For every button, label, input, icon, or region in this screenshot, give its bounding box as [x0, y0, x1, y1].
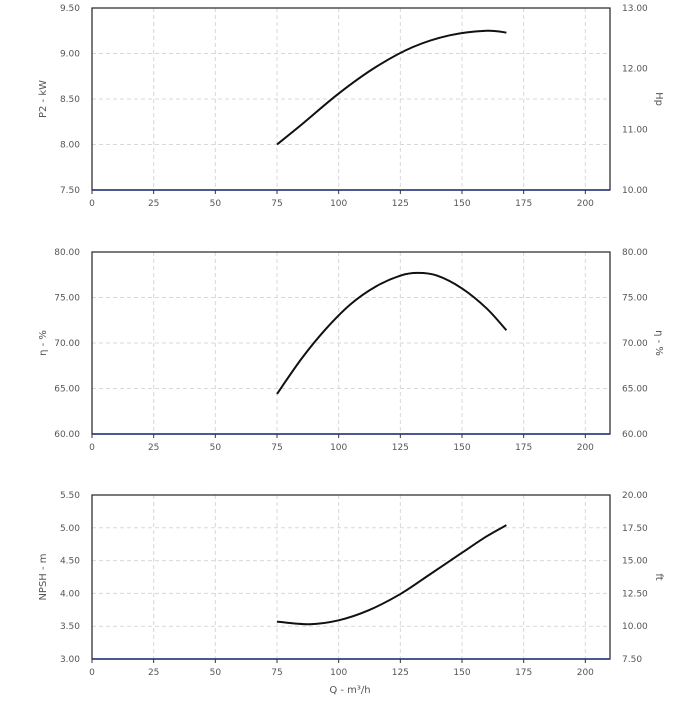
- x-tick-label: 75: [271, 443, 282, 453]
- x-tick-label: 25: [148, 199, 159, 209]
- x-tick-label: 100: [330, 443, 347, 453]
- x-tick-label: 125: [392, 668, 409, 678]
- y-tick-label: 8.50: [60, 95, 80, 105]
- y-tick-label: 65.00: [54, 385, 80, 395]
- y2-tick-label: 13.00: [622, 4, 648, 14]
- y-tick-label: 9.00: [60, 50, 80, 60]
- y-tick-label: 80.00: [54, 248, 80, 258]
- performance-curve: [276, 524, 507, 626]
- y2-axis-title: Hp: [653, 92, 664, 106]
- x-tick-label: 175: [515, 199, 532, 209]
- performance-curve: [276, 29, 507, 146]
- x-tick-label: 150: [453, 668, 470, 678]
- y-tick-label: 5.00: [60, 524, 80, 534]
- y2-tick-label: 70.00: [622, 339, 648, 349]
- y2-tick-label: 75.00: [622, 294, 648, 304]
- x-tick-label: 50: [210, 668, 222, 678]
- y2-tick-label: 11.00: [622, 125, 648, 135]
- x-tick-label: 50: [210, 443, 222, 453]
- x-tick-label: 75: [271, 668, 282, 678]
- y2-tick-label: 10.00: [622, 186, 648, 196]
- x-tick-label: 200: [577, 668, 594, 678]
- x-tick-label: 125: [392, 199, 409, 209]
- x-tick-label: 175: [515, 668, 532, 678]
- x-tick-label: 100: [330, 668, 347, 678]
- y-tick-label: 7.50: [60, 186, 80, 196]
- y-tick-label: 3.50: [60, 622, 80, 632]
- x-tick-label: 0: [89, 668, 95, 678]
- x-tick-label: 75: [271, 199, 282, 209]
- y2-tick-label: 65.00: [622, 385, 648, 395]
- y2-tick-label: 10.00: [622, 622, 648, 632]
- performance-curve: [276, 271, 508, 395]
- x-tick-label: 50: [210, 199, 222, 209]
- y-tick-label: 4.50: [60, 557, 80, 567]
- x-tick-label: 25: [148, 443, 159, 453]
- y2-tick-label: 7.50: [622, 655, 642, 665]
- x-tick-label: 100: [330, 199, 347, 209]
- x-tick-label: 175: [515, 443, 532, 453]
- y2-tick-label: 12.50: [622, 589, 648, 599]
- x-axis-title: Q - m³/h: [329, 685, 370, 696]
- y2-tick-label: 60.00: [622, 430, 648, 440]
- y2-axis-title: ft: [653, 573, 664, 580]
- y-axis-title: η - %: [38, 330, 49, 356]
- y2-tick-label: 80.00: [622, 248, 648, 258]
- x-tick-label: 150: [453, 443, 470, 453]
- plot-frame: [91, 494, 611, 660]
- y-tick-label: 5.50: [60, 491, 80, 501]
- x-tick-label: 0: [89, 199, 95, 209]
- y2-tick-label: 20.00: [622, 491, 648, 501]
- y-axis-title: P2 - kW: [38, 80, 49, 118]
- y2-tick-label: 17.50: [622, 524, 648, 534]
- x-tick-label: 150: [453, 199, 470, 209]
- x-tick-label: 200: [577, 443, 594, 453]
- y-tick-label: 60.00: [54, 430, 80, 440]
- x-tick-label: 200: [577, 199, 594, 209]
- x-tick-label: 0: [89, 443, 95, 453]
- y-tick-label: 3.00: [60, 655, 80, 665]
- y2-tick-label: 15.00: [622, 557, 648, 567]
- y2-tick-label: 12.00: [622, 65, 648, 75]
- y-tick-label: 4.00: [60, 589, 80, 599]
- y-tick-label: 9.50: [60, 4, 80, 14]
- y-tick-label: 70.00: [54, 339, 80, 349]
- y-axis-title: NPSH - m: [38, 553, 49, 600]
- y-tick-label: 8.00: [60, 141, 80, 151]
- y-tick-label: 75.00: [54, 294, 80, 304]
- y2-axis-title: η - %: [653, 330, 664, 356]
- x-tick-label: 25: [148, 668, 159, 678]
- x-tick-label: 125: [392, 443, 409, 453]
